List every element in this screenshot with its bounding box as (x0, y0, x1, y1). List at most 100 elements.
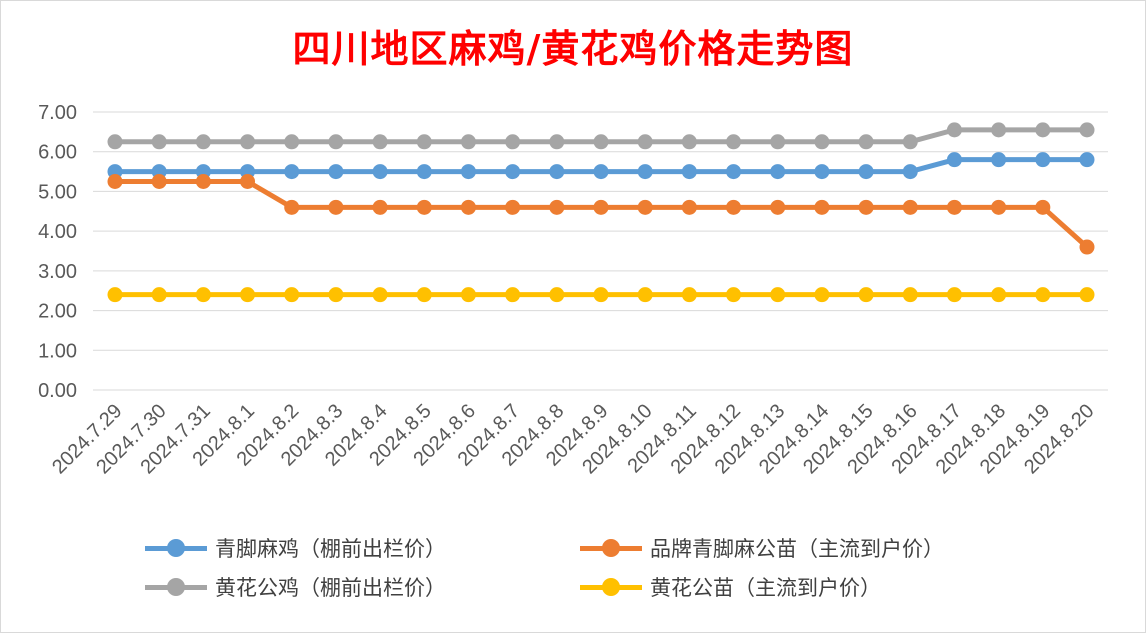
legend-swatch (580, 577, 642, 597)
data-point (328, 287, 344, 303)
data-point (902, 164, 918, 180)
data-point (328, 164, 344, 180)
legend-swatch (145, 577, 207, 597)
data-point (726, 134, 742, 150)
data-point (858, 199, 874, 215)
data-point (107, 287, 123, 303)
data-point (1079, 122, 1095, 138)
data-point (107, 134, 123, 150)
data-point (505, 287, 521, 303)
data-point (814, 134, 830, 150)
data-point (593, 199, 609, 215)
data-point (460, 287, 476, 303)
data-point (902, 134, 918, 150)
data-point (195, 134, 211, 150)
data-point (726, 199, 742, 215)
data-point (240, 134, 256, 150)
data-point (416, 134, 432, 150)
data-point (946, 122, 962, 138)
y-tick-label: 7.00 (38, 102, 77, 124)
data-point (1079, 239, 1095, 255)
data-point (858, 164, 874, 180)
data-point (240, 287, 256, 303)
chart-legend: 青脚麻鸡（棚前出栏价） 品牌青脚麻公苗（主流到户价） 黄花公鸡（棚前出栏价） 黄花公苗… (0, 528, 1146, 618)
data-point (681, 134, 697, 150)
legend-item: 黄花公鸡（棚前出栏价） (145, 569, 446, 605)
data-point (549, 164, 565, 180)
legend-label: 品牌青脚麻公苗（主流到户价） (650, 537, 944, 561)
data-point (416, 199, 432, 215)
legend-item: 品牌青脚麻公苗（主流到户价） (580, 530, 944, 566)
data-point (593, 134, 609, 150)
data-point (195, 287, 211, 303)
data-point (1079, 287, 1095, 303)
data-point (460, 199, 476, 215)
data-point (902, 287, 918, 303)
data-point (284, 199, 300, 215)
data-point (946, 152, 962, 168)
data-point (681, 164, 697, 180)
y-tick-label: 1.00 (38, 340, 77, 362)
data-point (991, 287, 1007, 303)
y-tick-label: 3.00 (38, 261, 77, 283)
legend-swatch (145, 538, 207, 558)
data-point (726, 287, 742, 303)
legend-item: 青脚麻鸡（棚前出栏价） (145, 530, 446, 566)
legend-label: 黄花公鸡（棚前出栏价） (215, 576, 446, 600)
data-point (814, 164, 830, 180)
data-point (328, 199, 344, 215)
data-point (416, 164, 432, 180)
y-tick-label: 0.00 (38, 380, 77, 402)
data-point (770, 199, 786, 215)
data-point (460, 134, 476, 150)
data-point (858, 287, 874, 303)
data-point (284, 134, 300, 150)
data-point (991, 199, 1007, 215)
data-point (505, 164, 521, 180)
data-point (505, 199, 521, 215)
data-point (549, 199, 565, 215)
data-point (284, 164, 300, 180)
data-point (637, 287, 653, 303)
data-point (1035, 122, 1051, 138)
data-point (1035, 152, 1051, 168)
data-point (328, 134, 344, 150)
data-point (240, 174, 256, 189)
data-point (637, 199, 653, 215)
data-point (549, 287, 565, 303)
data-point (416, 287, 432, 303)
data-point (460, 164, 476, 180)
y-tick-label: 4.00 (38, 221, 77, 243)
legend-label: 黄花公苗（主流到户价） (650, 576, 881, 600)
data-point (1079, 152, 1095, 168)
legend-label: 青脚麻鸡（棚前出栏价） (215, 537, 446, 561)
data-point (195, 174, 211, 189)
data-point (593, 287, 609, 303)
data-point (372, 199, 388, 215)
data-point (991, 152, 1007, 168)
data-point (637, 164, 653, 180)
data-point (151, 134, 167, 150)
data-point (681, 199, 697, 215)
data-point (858, 134, 874, 150)
data-point (1035, 199, 1051, 215)
data-point (946, 287, 962, 303)
data-point (284, 287, 300, 303)
data-point (770, 287, 786, 303)
chart-title: 四川地区麻鸡/黄花鸡价格走势图 (292, 26, 854, 71)
data-point (814, 199, 830, 215)
data-point (814, 287, 830, 303)
data-point (372, 287, 388, 303)
data-point (151, 174, 167, 189)
data-point (946, 199, 962, 215)
data-point (107, 174, 123, 189)
data-point (1035, 287, 1051, 303)
data-point (549, 134, 565, 150)
data-point (372, 164, 388, 180)
data-point (770, 134, 786, 150)
legend-item: 黄花公苗（主流到户价） (580, 569, 881, 605)
data-point (726, 164, 742, 180)
data-point (372, 134, 388, 150)
